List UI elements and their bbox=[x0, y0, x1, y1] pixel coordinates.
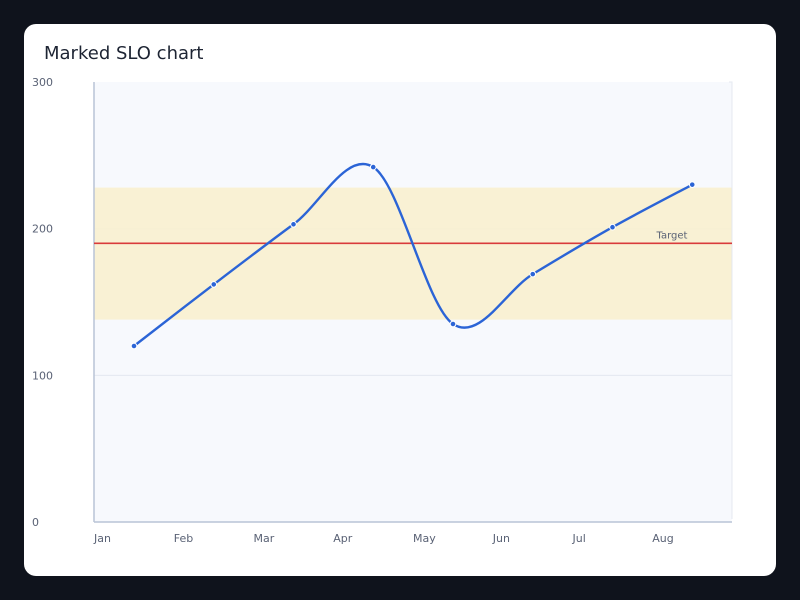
x-tick-label: May bbox=[413, 532, 436, 545]
data-point bbox=[688, 181, 696, 188]
chart-card: Marked SLO chart 0 100 200 300 Jan Feb Mar Apr M… bbox=[24, 24, 776, 576]
x-tick-label: Mar bbox=[254, 532, 275, 545]
x-tick-label: Jul bbox=[572, 532, 586, 545]
slo-band bbox=[94, 187, 732, 320]
x-tick-label: Apr bbox=[333, 532, 353, 545]
y-tick-label: 100 bbox=[32, 369, 53, 382]
chart-title: Marked SLO chart bbox=[44, 43, 204, 64]
data-point bbox=[369, 163, 377, 171]
y-tick-label: 300 bbox=[32, 76, 53, 89]
data-point bbox=[290, 220, 297, 228]
series-line bbox=[133, 162, 693, 347]
data-point bbox=[210, 281, 218, 288]
plot-frame bbox=[729, 81, 733, 519]
y-tick-label: 200 bbox=[32, 223, 53, 236]
data-point bbox=[130, 342, 138, 350]
data-point bbox=[529, 270, 537, 278]
data-point bbox=[449, 320, 457, 328]
y-tick-label: 0 bbox=[32, 516, 39, 529]
slo-line-chart: 0 100 200 300 Jan Feb Mar Apr May Jun Jul Aug Target bbox=[32, 76, 733, 545]
x-tick-label: Jan bbox=[93, 532, 111, 545]
x-tick-label: Jun bbox=[492, 532, 510, 545]
data-point bbox=[609, 223, 616, 231]
x-tick-label: Feb bbox=[174, 532, 193, 545]
target-label: Target bbox=[656, 230, 688, 241]
x-tick-label: Aug bbox=[652, 532, 673, 545]
